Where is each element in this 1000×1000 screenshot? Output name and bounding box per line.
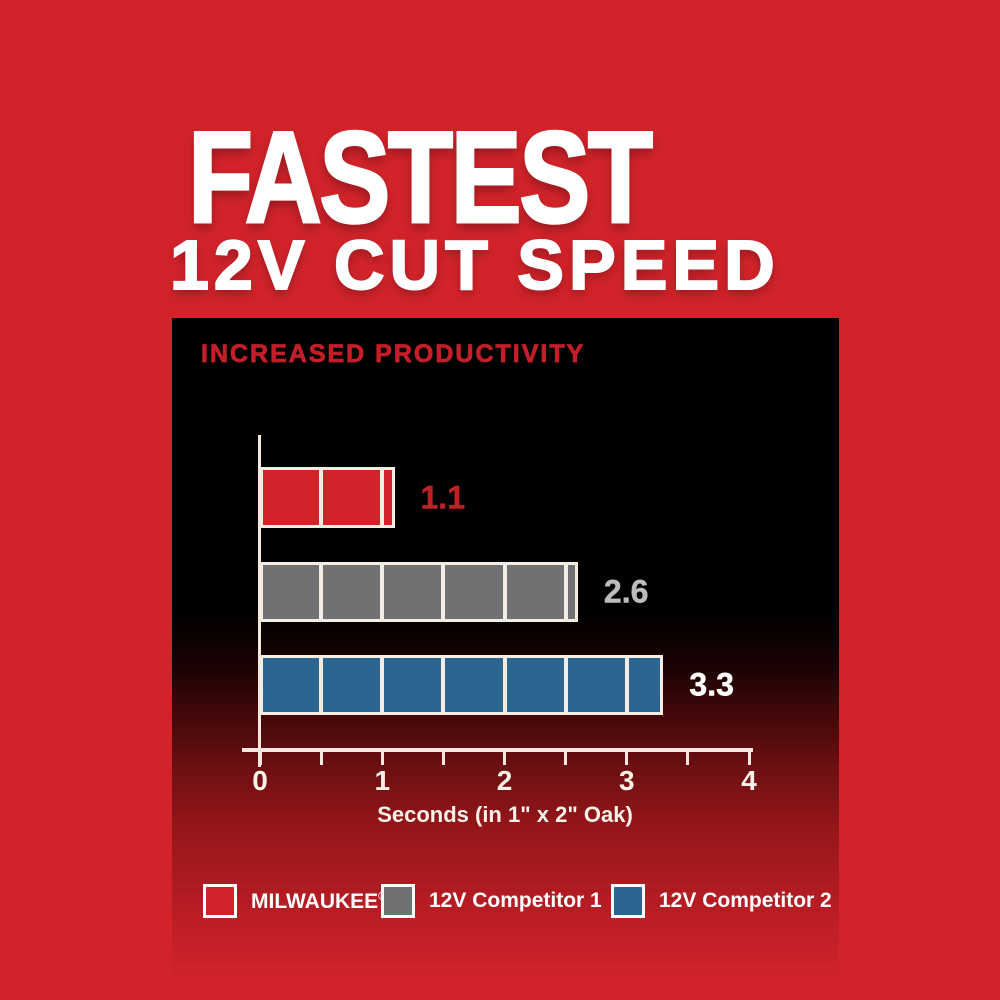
axis-tick-label: 2 xyxy=(496,765,513,796)
bar-12v-competitor-1 xyxy=(260,562,578,622)
legend-item-12v-competitor-2: 12V Competitor 2 xyxy=(611,884,832,918)
bar-value-label: 1.1 xyxy=(420,479,465,516)
axis-tick-label: 4 xyxy=(741,765,757,796)
bar-value-label: 3.3 xyxy=(689,666,734,703)
bar-12v-competitor-2 xyxy=(260,655,664,715)
bar-milwaukee xyxy=(260,467,395,528)
bar-segment-divider xyxy=(319,565,324,619)
legend-swatch xyxy=(611,884,645,918)
legend-swatch xyxy=(381,884,415,918)
legend-swatch xyxy=(203,884,237,918)
axis-tick xyxy=(625,752,629,765)
legend-item-milwaukee: MILWAUKEE® xyxy=(203,884,387,918)
legend-label: 12V Competitor 1 xyxy=(429,889,602,912)
legend-label: 12V Competitor 2 xyxy=(659,889,832,912)
legend-item-12v-competitor-1: 12V Competitor 1 xyxy=(381,884,602,918)
bar-segment-divider xyxy=(380,658,385,712)
chart-panel: INCREASED PRODUCTIVITY Seconds (in 1" x … xyxy=(172,318,839,985)
axis-tick xyxy=(503,752,506,765)
axis-tick xyxy=(747,752,751,765)
axis-tick xyxy=(686,752,690,765)
bar-segment-divider xyxy=(502,565,507,619)
bar-segment-divider xyxy=(380,565,385,619)
axis-tick xyxy=(564,752,568,765)
bar-value-label: 2.6 xyxy=(603,573,649,610)
axis-tick-label: 3 xyxy=(619,765,635,796)
bar-segment-divider xyxy=(380,470,385,525)
bar-segment-divider xyxy=(563,565,568,619)
axis-tick xyxy=(441,752,445,765)
chart-title: INCREASED PRODUCTIVITY xyxy=(201,340,586,369)
bar-segment-divider xyxy=(319,658,324,712)
headline-line1: FASTEST xyxy=(187,104,654,250)
bar-segment-divider xyxy=(563,658,568,712)
axis-tick xyxy=(380,752,384,765)
bar-segment-divider xyxy=(502,658,507,712)
bar-segment-divider xyxy=(624,658,629,712)
headline-line2: 12V CUT SPEED xyxy=(169,226,780,304)
bar-segment-divider xyxy=(441,658,446,712)
x-axis-label: Seconds (in 1" x 2" Oak) xyxy=(377,802,633,827)
x-axis-line xyxy=(242,748,753,752)
axis-tick xyxy=(258,752,262,765)
bar-segment-divider xyxy=(441,565,446,619)
axis-tick-label: 0 xyxy=(252,765,268,796)
axis-tick xyxy=(319,752,323,765)
bar-segment-divider xyxy=(319,470,324,525)
legend-label: MILWAUKEE® xyxy=(251,889,387,914)
y-axis-line xyxy=(258,435,261,767)
axis-tick-label: 1 xyxy=(374,765,391,796)
